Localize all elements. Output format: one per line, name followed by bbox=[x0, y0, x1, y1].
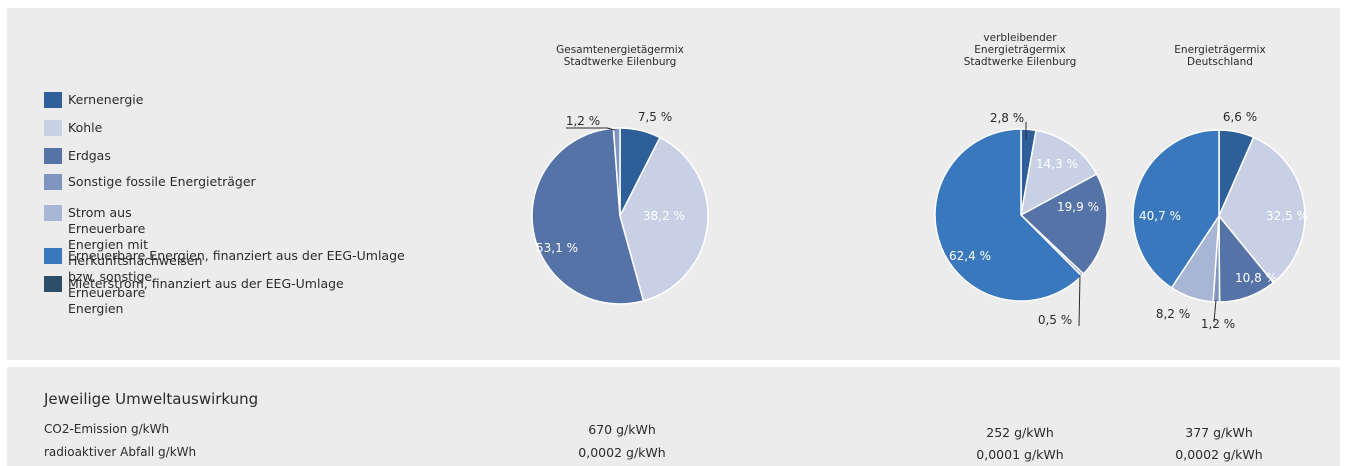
legend-label: Erneuerbare Energien, finanziert aus der… bbox=[68, 248, 405, 263]
slice-label: 1,2 % bbox=[566, 114, 600, 128]
chart-title-deutschland: Energieträgermix Deutschland bbox=[1174, 44, 1266, 68]
slice-label: 2,8 % bbox=[990, 111, 1024, 125]
pie-slice bbox=[1019, 129, 1098, 217]
legend-swatch bbox=[44, 92, 62, 108]
legend-label: Strom aus Erneuerbare Energien mit Herku… bbox=[68, 205, 203, 316]
pie-slice bbox=[612, 127, 621, 217]
leader-line bbox=[566, 127, 616, 131]
legend-item-mieterstrom: Mieterstrom, finanziert aus der EEG-Umla… bbox=[44, 276, 344, 292]
legend-label: Mieterstrom, finanziert aus der EEG-Umla… bbox=[68, 276, 344, 291]
pie-slice bbox=[1019, 173, 1108, 276]
slice-label: 62,4 % bbox=[949, 249, 991, 263]
slice-label: 6,6 % bbox=[1223, 110, 1257, 124]
legend-item-strom-herkunft: Strom aus Erneuerbare Energien mit Herku… bbox=[44, 205, 202, 317]
pie-slice bbox=[619, 136, 709, 302]
waste-value-deutschland: 0,0002 g/kWh bbox=[1175, 447, 1263, 462]
waste-value-gesamt: 0,0002 g/kWh bbox=[578, 445, 666, 460]
slice-label: 53,1 % bbox=[536, 241, 578, 255]
slice-label: 19,9 % bbox=[1057, 200, 1099, 214]
chart-title-gesamt: Gesamtenergietägermix Stadtwerke Eilenbu… bbox=[556, 44, 684, 68]
impact-title: Jeweilige Umweltauswirkung bbox=[44, 390, 259, 408]
pie-slice bbox=[934, 128, 1083, 302]
legend-swatch bbox=[44, 205, 62, 221]
legend-swatch bbox=[44, 174, 62, 190]
pie-slice bbox=[531, 127, 645, 305]
slice-label: 10,8 % bbox=[1235, 271, 1277, 285]
slice-label: 40,7 % bbox=[1139, 209, 1181, 223]
legend-item-eeg: Erneuerbare Energien, finanziert aus der… bbox=[44, 248, 405, 264]
impact-panel bbox=[7, 367, 1340, 466]
slice-label: 0,5 % bbox=[1038, 313, 1072, 327]
co2-value-deutschland: 377 g/kWh bbox=[1185, 425, 1253, 440]
co2-value-verbleibend: 252 g/kWh bbox=[986, 425, 1054, 440]
pie-slice bbox=[1132, 129, 1220, 289]
legend-item-erdgas: Erdgas bbox=[44, 148, 111, 164]
co2-value-gesamt: 670 g/kWh bbox=[588, 422, 656, 437]
legend-item-kohle: Kohle bbox=[44, 120, 102, 136]
legend-item-kernenergie: Kernenergie bbox=[44, 92, 143, 108]
slice-label: 14,3 % bbox=[1036, 157, 1078, 171]
legend-swatch bbox=[44, 276, 62, 292]
legend-label: Erdgas bbox=[68, 148, 111, 163]
legend-swatch bbox=[44, 248, 62, 264]
slice-label: 8,2 % bbox=[1156, 307, 1190, 321]
legend-label: Kernenergie bbox=[68, 92, 144, 107]
slice-label: 32,5 % bbox=[1266, 209, 1308, 223]
legend-swatch bbox=[44, 148, 62, 164]
waste-value-verbleibend: 0,0001 g/kWh bbox=[976, 447, 1064, 462]
waste-label: radioaktiver Abfall g/kWh bbox=[44, 445, 197, 459]
co2-label: CO2-Emission g/kWh bbox=[44, 422, 170, 436]
leader-line bbox=[1213, 299, 1217, 323]
legend-label: Kohle bbox=[68, 120, 103, 135]
pie-slice bbox=[1218, 136, 1306, 284]
slice-label: 7,5 % bbox=[638, 110, 672, 124]
chart-title-verbleibend: verbleibender Energieträgermix Stadtwerk… bbox=[963, 32, 1077, 68]
slice-label: 38,2 % bbox=[643, 209, 685, 223]
slice-label: 1,2 % bbox=[1201, 317, 1235, 331]
legend-swatch bbox=[44, 120, 62, 136]
legend-label: Sonstige fossile Energieträger bbox=[68, 174, 256, 189]
legend-item-sonstige-fossile: Sonstige fossile Energieträger bbox=[44, 174, 256, 190]
leader-line bbox=[1078, 274, 1081, 327]
